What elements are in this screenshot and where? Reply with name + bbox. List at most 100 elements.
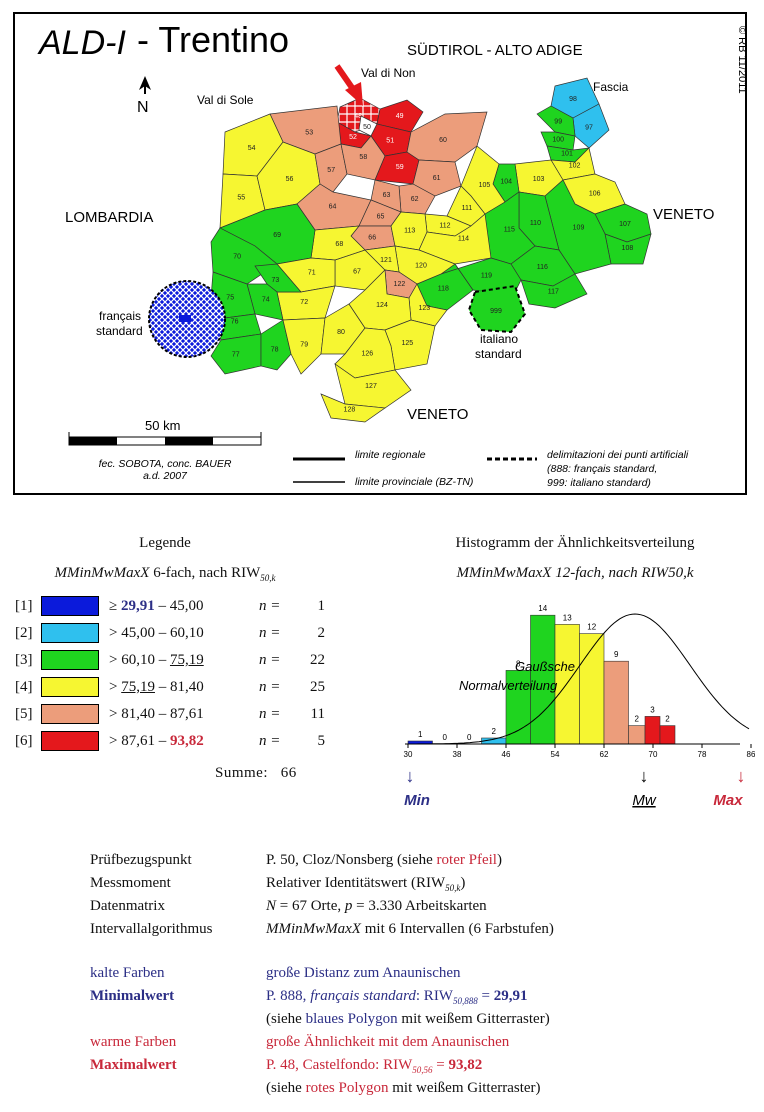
point-label-125: 125 [401, 340, 413, 347]
point-label-54: 54 [248, 145, 256, 152]
legend-index: [5] [15, 706, 33, 722]
legend-count: 22 [310, 652, 325, 668]
histogram-bar-label: 8 [516, 659, 521, 668]
polygon-79 [282, 317, 326, 375]
histogram-bar-label: 1 [418, 730, 423, 739]
point-label-100: 100 [552, 137, 564, 144]
x-tick-label: 78 [698, 750, 707, 759]
polygon-99 [536, 105, 576, 137]
polygon-117 [520, 273, 588, 309]
red-arrow-icon [334, 64, 363, 106]
label-veneto-south: VENETO [407, 406, 468, 423]
info-val-minimalwert: P. 888, français standard: RIW50,888 = 2… [266, 988, 528, 1006]
legend-n-label: n = [259, 706, 281, 722]
point-label-120: 120 [415, 263, 427, 270]
point-label-105: 105 [479, 182, 491, 189]
point-label-104: 104 [500, 179, 512, 186]
point-label-66: 66 [368, 234, 376, 241]
point-label-57: 57 [327, 167, 335, 174]
trentino-map: ALD-I - Trentino © RB 11/2011 N 48 49 50 51… [37, 19, 748, 489]
legend-index: [4] [15, 679, 33, 695]
point-label-70: 70 [233, 254, 241, 261]
key-regional: limite regionale [355, 449, 426, 461]
histogram-bar [530, 614, 556, 745]
mw-label: Mw [632, 792, 656, 809]
info-key-messmoment: Messmoment [90, 875, 171, 891]
point-label-51: 51 [386, 138, 394, 145]
info-key-intervall: Intervallalgorithmus [90, 921, 213, 937]
point-label-113: 113 [404, 228, 415, 235]
legend-index: [1] [15, 598, 33, 614]
info-val-pruefbezugspunkt: P. 50, Cloz/Nonsberg (siehe roter Pfeil) [266, 852, 502, 868]
point-label-76: 76 [231, 318, 239, 325]
histogram-bar-label: 2 [492, 727, 497, 736]
histogram-bar-label: 0 [443, 733, 448, 742]
mw-arrow-icon: ↓ [640, 766, 649, 786]
point-label-55: 55 [237, 195, 245, 202]
map-title: - Trentino [137, 19, 289, 60]
point-label-109: 109 [573, 225, 585, 232]
label-veneto-east: VENETO [653, 206, 714, 223]
histogram-bar [603, 660, 629, 745]
info-key-warme-farben: warme Farben [90, 1034, 177, 1050]
legend-title: Legende [139, 535, 191, 551]
gauss-annotation-1: Gaußsche [515, 659, 575, 674]
point-label-111: 111 [462, 205, 473, 212]
info-val-datenmatrix: N = 67 Orte, p = 3.330 Arbeitskarten [266, 898, 487, 914]
point-label-52: 52 [349, 134, 357, 141]
polygon-100 [540, 131, 576, 151]
x-tick-label: 54 [551, 750, 560, 759]
x-tick-label: 30 [404, 750, 413, 759]
scale-label: 50 km [145, 418, 180, 433]
point-label-72: 72 [300, 299, 308, 306]
x-tick-label: 70 [649, 750, 658, 759]
key-artificial-1: delimitazioni dei punti artificiali [547, 449, 689, 461]
polygon-78 [260, 319, 292, 371]
label-lombardia: LOMBARDIA [65, 209, 153, 226]
histogram-chart: 1 0 0 2 8 14 13 12 9 2 3 2 30 38 46 54 62 70 78 86 Gaußsch… [404, 604, 755, 809]
point-label-65: 65 [377, 214, 385, 221]
point-label-127: 127 [365, 383, 377, 390]
legend-swatch [41, 650, 99, 670]
point-label-116: 116 [537, 264, 548, 271]
legend-count: 1 [317, 598, 326, 614]
point-label-56: 56 [286, 176, 294, 183]
polygon-999 [467, 284, 527, 334]
polygon-49 [376, 99, 424, 133]
point-label-122: 122 [394, 281, 406, 288]
legend-row: [6] > 87,61 – 93,82 n = 5 [15, 731, 335, 753]
legend-range: > 81,40 – 87,61 [109, 706, 204, 722]
histogram-bar-label: 14 [538, 604, 547, 613]
polygon-61 [412, 159, 462, 197]
max-arrow-icon: ↓ [737, 766, 746, 786]
histogram-subtitle: MMinMwMaxX 12-fach, nach RIW50,k [456, 565, 694, 581]
legend-range: ≥ 29,91 – 45,00 [109, 598, 204, 614]
point-label-123: 123 [418, 305, 430, 312]
histogram-bar-label: 9 [614, 650, 619, 659]
north-label: N [137, 99, 149, 116]
legend-range: > 60,10 – 75,19 [109, 652, 204, 668]
point-label-103: 103 [533, 176, 545, 183]
histogram-bar [505, 670, 531, 745]
min-arrow-icon: ↓ [406, 766, 415, 786]
point-label-99: 99 [554, 119, 562, 126]
min-label: Min [404, 792, 430, 809]
info-val-minimalwert-note: (siehe blaues Polygon mit weißem Gitterr… [266, 1011, 550, 1027]
x-tick-label: 38 [453, 750, 462, 759]
legend-range: > 45,00 – 60,10 [109, 625, 204, 641]
info-val-maximalwert-note: (siehe rotes Polygon mit weißem Gitterra… [266, 1080, 541, 1096]
legend-n-label: n = [259, 733, 281, 749]
ald-logo: ALD-I [37, 24, 126, 62]
legend-swatch [41, 623, 99, 643]
point-label-74: 74 [262, 296, 270, 303]
legend-index: [3] [15, 652, 33, 668]
legend-n-label: n = [259, 652, 281, 668]
legend-range: > 87,61 – 93,82 [109, 733, 204, 749]
legend-index: [6] [15, 733, 33, 749]
histogram-bar-label: 0 [467, 733, 472, 742]
point-label-64: 64 [329, 204, 337, 211]
label-francais-1: français [99, 309, 141, 323]
point-label-128: 128 [344, 407, 356, 414]
key-artificial-3: 999: italiano standard) [547, 477, 651, 489]
point-label-112: 112 [439, 222, 450, 229]
